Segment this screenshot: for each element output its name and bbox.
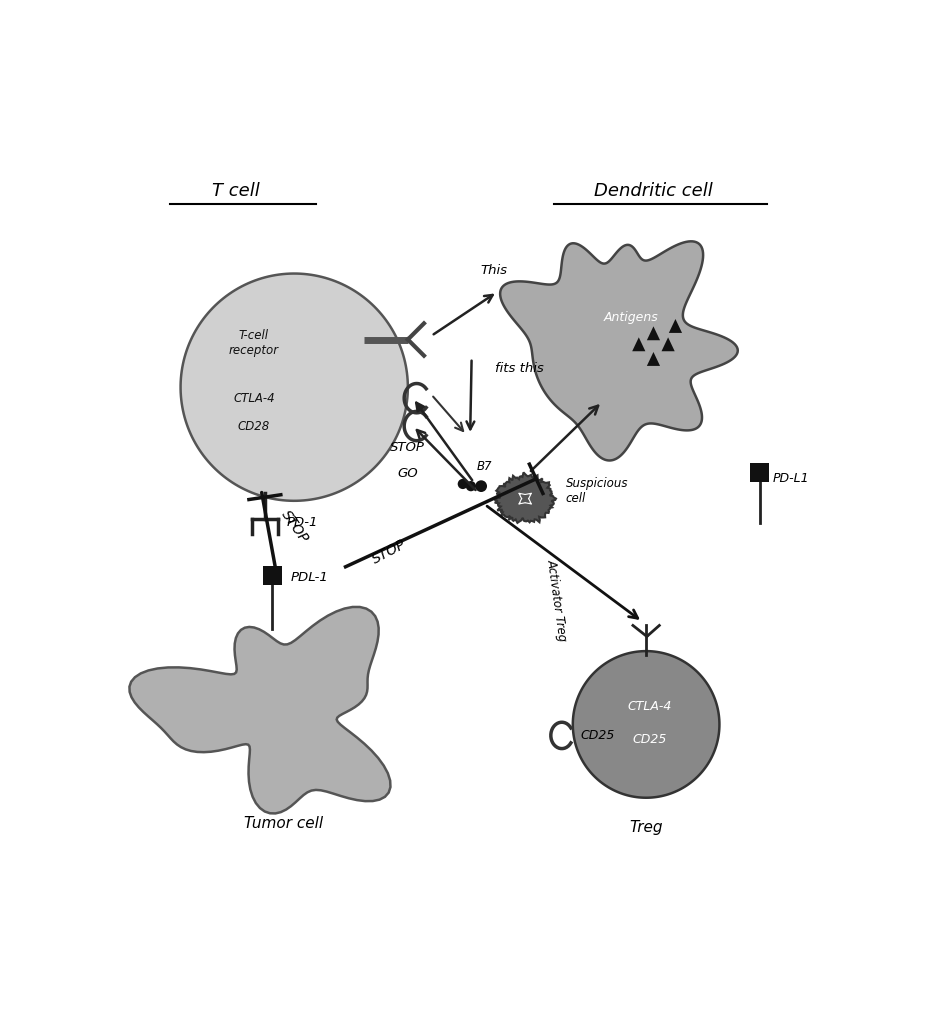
Text: GO: GO bbox=[397, 467, 418, 480]
Text: CTLA-4: CTLA-4 bbox=[233, 392, 274, 405]
Polygon shape bbox=[669, 319, 682, 333]
Circle shape bbox=[458, 479, 468, 489]
Text: T cell: T cell bbox=[212, 182, 259, 200]
Text: STOP: STOP bbox=[278, 508, 310, 546]
Text: STOP: STOP bbox=[391, 441, 426, 453]
Text: STOP: STOP bbox=[370, 538, 409, 566]
Polygon shape bbox=[130, 607, 391, 813]
Bar bbox=[263, 566, 282, 585]
Polygon shape bbox=[661, 337, 674, 352]
Text: Treg: Treg bbox=[629, 819, 663, 835]
Circle shape bbox=[475, 480, 487, 492]
Polygon shape bbox=[573, 651, 719, 798]
Bar bbox=[750, 464, 769, 482]
Text: Activator Treg: Activator Treg bbox=[545, 558, 569, 641]
Text: Antigens: Antigens bbox=[604, 311, 658, 324]
Text: CD25: CD25 bbox=[633, 733, 667, 745]
Polygon shape bbox=[647, 326, 660, 340]
Text: PDL-1: PDL-1 bbox=[290, 572, 328, 584]
Text: CD25: CD25 bbox=[580, 729, 615, 742]
Polygon shape bbox=[495, 473, 556, 523]
Text: fits this: fits this bbox=[495, 362, 544, 374]
Text: CTLA-4: CTLA-4 bbox=[627, 700, 672, 712]
Polygon shape bbox=[632, 337, 645, 352]
Circle shape bbox=[465, 481, 476, 491]
Text: CD28: CD28 bbox=[237, 419, 270, 433]
Text: B7: B7 bbox=[477, 460, 493, 473]
Text: PD-1: PD-1 bbox=[287, 516, 318, 529]
Polygon shape bbox=[181, 273, 408, 501]
Text: Tumor cell: Tumor cell bbox=[244, 816, 323, 831]
Text: PD-L1: PD-L1 bbox=[773, 472, 810, 485]
Text: Dendritic cell: Dendritic cell bbox=[594, 182, 713, 200]
Text: T-cell
receptor: T-cell receptor bbox=[229, 329, 279, 357]
Text: Suspicious
cell: Suspicious cell bbox=[566, 477, 628, 506]
Polygon shape bbox=[647, 352, 660, 366]
Polygon shape bbox=[500, 242, 738, 461]
Text: This: This bbox=[481, 264, 507, 278]
